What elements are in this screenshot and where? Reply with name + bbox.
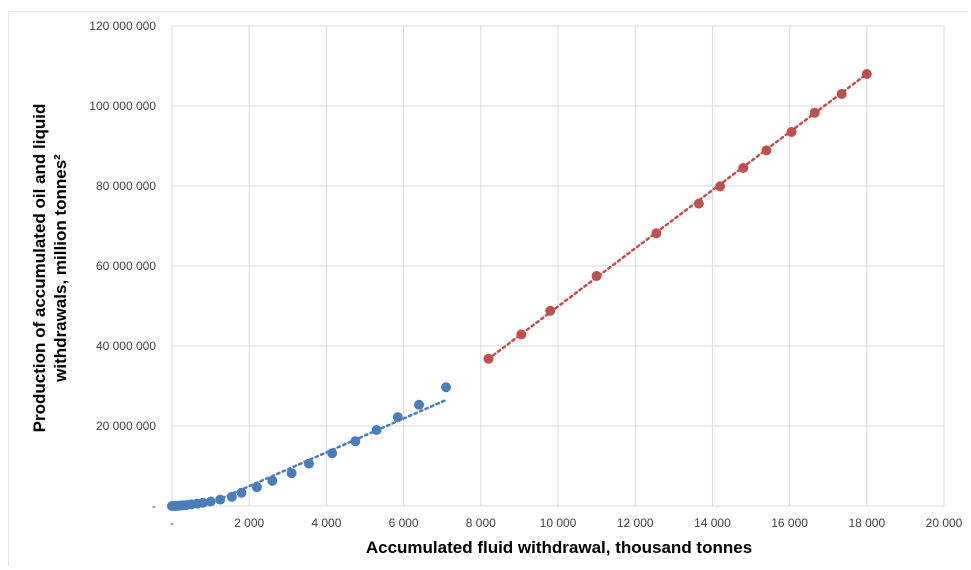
data-point-series-2: [545, 305, 556, 316]
data-point-series-2: [761, 145, 772, 156]
x-tick-label: 6 000: [389, 516, 419, 530]
data-points: [167, 69, 872, 511]
data-point-series-2: [786, 127, 797, 137]
data-point-series-1: [327, 448, 338, 459]
data-point-series-2: [738, 163, 749, 173]
x-tick-label: 12 000: [617, 516, 654, 530]
data-point-series-2: [483, 353, 494, 364]
data-point-series-1: [304, 458, 315, 469]
chart-frame: [8, 11, 968, 566]
data-point-series-2: [715, 181, 726, 192]
y-axis-title-line-1: Production of accumulated oil and liquid: [30, 104, 49, 433]
data-point-series-2: [861, 69, 872, 79]
x-axis-title: Accumulated fluid withdrawal, thousand t…: [366, 538, 752, 557]
y-axis-title-line-2: withdrawals, million tonnes²: [51, 154, 70, 383]
x-tick-label: 10 000: [540, 516, 577, 530]
data-point-series-2: [591, 271, 602, 281]
data-point-series-1: [441, 382, 452, 393]
y-tick-label: 20 000 000: [96, 419, 156, 433]
y-axis-title: Production of accumulated oil and liquid…: [30, 104, 70, 433]
y-tick-label: 80 000 000: [96, 179, 156, 193]
y-tick-label: 40 000 000: [96, 339, 156, 353]
y-tick-label: 60 000 000: [96, 259, 156, 273]
data-point-series-1: [205, 496, 216, 507]
y-tick-label: 120 000 000: [89, 19, 156, 33]
data-point-series-1: [226, 491, 237, 502]
data-point-series-2: [693, 198, 704, 209]
x-tick-label: 20 000: [926, 516, 963, 530]
data-point-series-1: [251, 482, 262, 493]
data-point-series-1: [414, 399, 425, 410]
y-tick-labels: - 20 000 000 40 000 000 60 000 000 80 000 00…: [89, 19, 156, 513]
data-point-series-2: [516, 329, 527, 340]
trendline-series-2: [487, 72, 869, 361]
data-point-series-1: [286, 468, 297, 479]
x-tick-label: 18 000: [848, 516, 885, 530]
trendlines: [220, 72, 869, 500]
data-point-series-1: [236, 487, 247, 498]
data-point-series-2: [809, 107, 820, 118]
data-point-series-1: [392, 412, 403, 423]
x-tick-label: 8 000: [466, 516, 496, 530]
x-tick-label: 2 000: [234, 516, 264, 530]
data-point-series-1: [197, 497, 208, 508]
data-point-series-1: [215, 494, 226, 505]
grid-lines: [171, 25, 945, 507]
x-tick-label: -: [170, 516, 174, 530]
data-point-series-2: [651, 228, 662, 239]
y-tick-label: -: [152, 499, 156, 513]
x-tick-label: 14 000: [694, 516, 731, 530]
x-tick-label: 16 000: [771, 516, 808, 530]
x-tick-label: 4 000: [311, 516, 341, 530]
data-point-series-1: [350, 436, 361, 447]
x-tick-labels: - 2 000 4 000 6 000 8 000 10 000 12 000 14 000 1…: [170, 516, 963, 530]
data-point-series-2: [836, 89, 847, 99]
y-tick-label: 100 000 000: [89, 99, 156, 113]
data-point-series-1: [371, 425, 382, 435]
data-point-series-1: [267, 475, 278, 486]
